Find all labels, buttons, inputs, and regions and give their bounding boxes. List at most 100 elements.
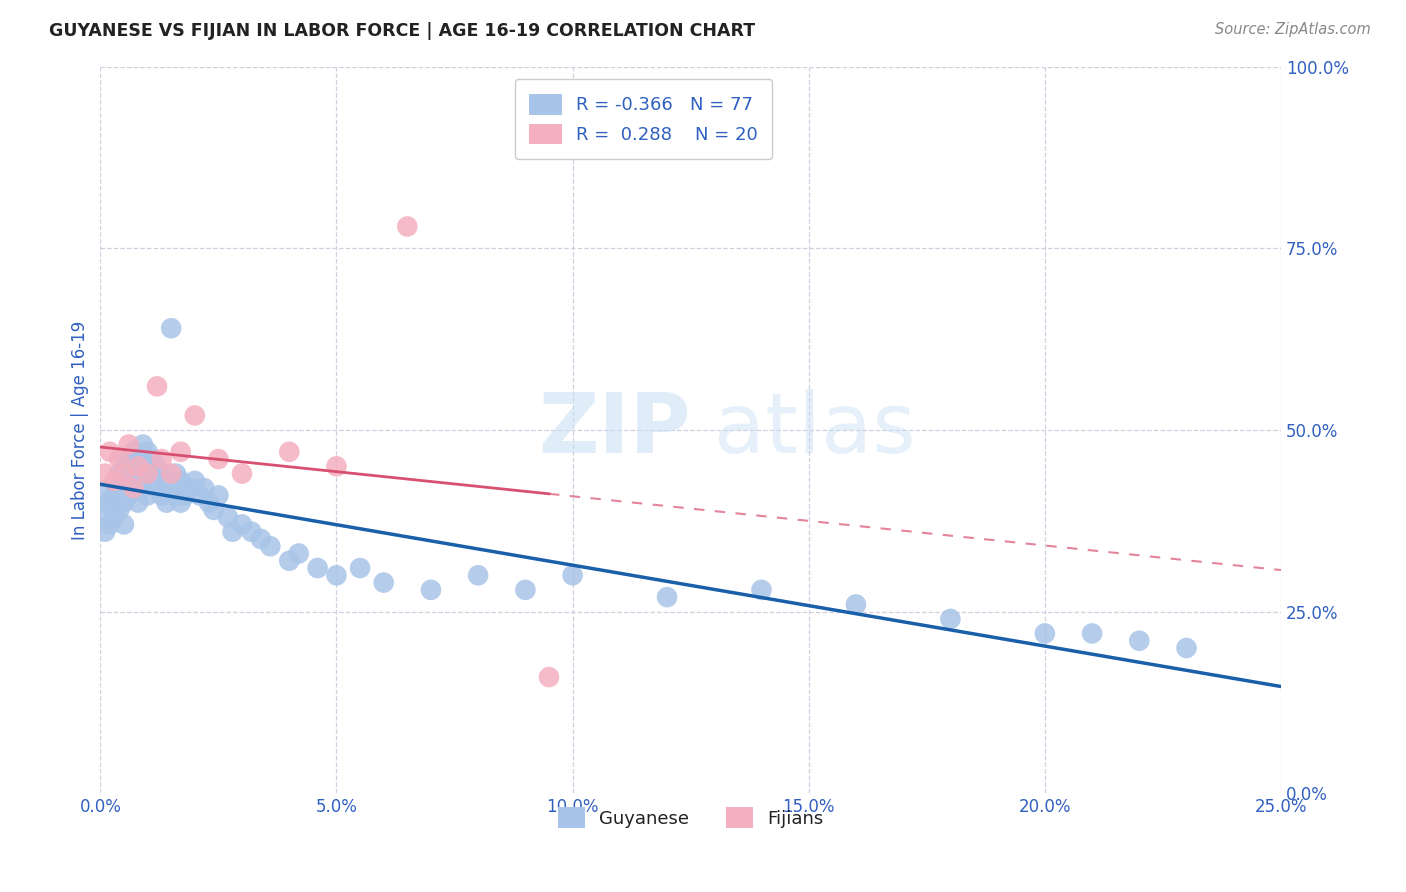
Point — [127, 459, 149, 474]
Text: atlas: atlas — [714, 390, 917, 470]
Point — [122, 444, 145, 458]
Point — [373, 575, 395, 590]
Point — [250, 532, 273, 546]
Point — [1128, 633, 1150, 648]
Point — [127, 452, 149, 467]
Point — [217, 510, 239, 524]
Point — [231, 467, 253, 481]
Point — [132, 459, 155, 474]
Point — [150, 467, 173, 481]
Point — [184, 409, 207, 423]
Point — [845, 598, 868, 612]
Point — [127, 474, 149, 488]
Point — [751, 582, 773, 597]
Point — [146, 481, 169, 495]
Point — [118, 452, 141, 467]
Point — [160, 467, 183, 481]
Point — [419, 582, 441, 597]
Point — [160, 481, 183, 495]
Point — [103, 474, 125, 488]
Point — [467, 568, 489, 582]
Point — [150, 488, 173, 502]
Point — [94, 524, 117, 539]
Point — [98, 481, 121, 495]
Point — [136, 467, 159, 481]
Point — [169, 496, 191, 510]
Point — [207, 452, 229, 467]
Point — [122, 481, 145, 495]
Point — [155, 474, 177, 488]
Point — [150, 452, 173, 467]
Point — [112, 459, 135, 474]
Point — [169, 444, 191, 458]
Point — [94, 496, 117, 510]
Point — [146, 379, 169, 393]
Point — [112, 474, 135, 488]
Point — [174, 488, 197, 502]
Text: GUYANESE VS FIJIAN IN LABOR FORCE | AGE 16-19 CORRELATION CHART: GUYANESE VS FIJIAN IN LABOR FORCE | AGE … — [49, 22, 755, 40]
Point — [207, 488, 229, 502]
Point — [184, 474, 207, 488]
Point — [108, 452, 131, 467]
Point — [188, 488, 211, 502]
Point — [165, 488, 187, 502]
Point — [561, 568, 583, 582]
Point — [193, 481, 215, 495]
Legend: Guyanese, Fijians: Guyanese, Fijians — [551, 800, 831, 835]
Point — [98, 496, 121, 510]
Point — [165, 467, 187, 481]
Point — [160, 321, 183, 335]
Point — [132, 437, 155, 451]
Point — [136, 444, 159, 458]
Point — [127, 496, 149, 510]
Point — [94, 467, 117, 481]
Point — [287, 547, 309, 561]
Text: Source: ZipAtlas.com: Source: ZipAtlas.com — [1215, 22, 1371, 37]
Point — [112, 517, 135, 532]
Point — [132, 481, 155, 495]
Point — [939, 612, 962, 626]
Point — [118, 467, 141, 481]
Point — [198, 496, 221, 510]
Point — [136, 467, 159, 481]
Point — [103, 488, 125, 502]
Point — [98, 444, 121, 458]
Point — [231, 517, 253, 532]
Text: ZIP: ZIP — [538, 390, 690, 470]
Point — [103, 474, 125, 488]
Point — [655, 590, 678, 604]
Y-axis label: In Labor Force | Age 16-19: In Labor Force | Age 16-19 — [72, 320, 89, 540]
Point — [112, 496, 135, 510]
Point — [118, 488, 141, 502]
Point — [155, 496, 177, 510]
Point — [108, 503, 131, 517]
Point — [169, 474, 191, 488]
Point — [278, 444, 301, 458]
Point — [94, 510, 117, 524]
Point — [146, 459, 169, 474]
Point — [325, 459, 347, 474]
Point — [108, 481, 131, 495]
Point — [240, 524, 263, 539]
Point — [1175, 640, 1198, 655]
Point — [307, 561, 329, 575]
Point — [221, 524, 243, 539]
Point — [1081, 626, 1104, 640]
Point — [1033, 626, 1056, 640]
Point — [325, 568, 347, 582]
Point — [537, 670, 560, 684]
Point — [118, 437, 141, 451]
Point — [108, 467, 131, 481]
Point — [179, 481, 201, 495]
Point — [103, 510, 125, 524]
Point — [349, 561, 371, 575]
Point — [122, 481, 145, 495]
Point — [396, 219, 419, 234]
Point — [98, 517, 121, 532]
Point — [136, 488, 159, 502]
Point — [515, 582, 537, 597]
Point — [278, 554, 301, 568]
Point — [122, 459, 145, 474]
Point — [141, 474, 163, 488]
Point — [259, 539, 281, 553]
